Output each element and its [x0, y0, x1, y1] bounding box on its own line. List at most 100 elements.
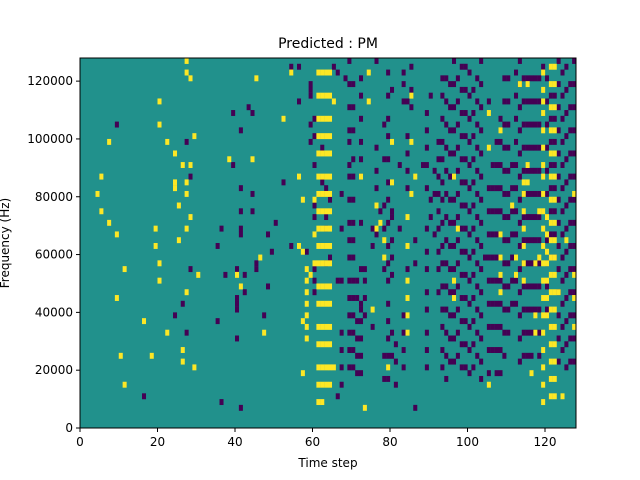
heatmap-cell-high	[324, 381, 329, 388]
heatmap-cell-high	[552, 306, 557, 313]
heatmap-cell-high	[572, 190, 577, 197]
heatmap-cell-low	[494, 277, 499, 284]
heatmap-cell-low	[525, 75, 530, 82]
heatmap-cell-low	[568, 196, 573, 203]
heatmap-cell-high	[320, 364, 325, 371]
heatmap-cell-high	[552, 271, 557, 278]
heatmap-cell-low	[514, 208, 519, 215]
heatmap-cell-low	[494, 138, 499, 145]
heatmap-cell-low	[401, 312, 406, 319]
heatmap-cell-low	[471, 110, 476, 116]
heatmap-cell-low	[370, 243, 375, 249]
heatmap-cell-high	[324, 323, 329, 330]
heatmap-cell-high	[541, 364, 546, 371]
heatmap-cell-low	[444, 167, 449, 174]
heatmap-cell-low	[444, 98, 449, 105]
heatmap-cell-low	[498, 370, 503, 377]
heatmap-cell-high	[552, 127, 557, 134]
heatmap-cell-low	[424, 329, 429, 336]
heatmap-cell-low	[572, 312, 577, 319]
heatmap-cell-high	[316, 283, 321, 290]
heatmap-cell-low	[401, 69, 406, 76]
heatmap-cell-low	[320, 179, 325, 186]
heatmap-cell-low	[479, 358, 484, 365]
heatmap-cell-high	[328, 364, 333, 371]
heatmap-cell-low	[459, 202, 464, 209]
heatmap-cell-low	[386, 300, 391, 307]
heatmap-cell-low	[184, 138, 189, 145]
heatmap-cell-low	[428, 196, 433, 203]
heatmap-cell-low	[308, 121, 313, 128]
heatmap-cell-low	[312, 277, 317, 284]
heatmap-cell-low	[537, 121, 542, 128]
heatmap-cell-low	[494, 347, 499, 353]
heatmap-cell-low	[382, 352, 387, 359]
heatmap-cell-high	[552, 150, 557, 157]
heatmap-cell-low	[548, 162, 553, 168]
heatmap-cell-low	[548, 208, 553, 215]
heatmap-cell-low	[502, 75, 507, 82]
heatmap-cell-low	[448, 312, 453, 319]
heatmap-cell-high	[552, 104, 557, 111]
heatmap-cell-low	[459, 295, 464, 301]
heatmap-cell-high	[324, 150, 329, 157]
heatmap-cell-low	[390, 329, 395, 336]
heatmap-cell-high	[405, 329, 410, 336]
heatmap-cell-low	[525, 144, 530, 151]
heatmap-cell-low	[475, 144, 480, 151]
heatmap-cell-high	[529, 370, 534, 377]
heatmap-cell-low	[424, 185, 429, 192]
heatmap-cell-low	[386, 260, 391, 267]
heatmap-cell-low	[452, 312, 457, 319]
heatmap-cell-high	[552, 393, 557, 400]
heatmap-cell-low	[564, 179, 569, 186]
heatmap-cell-low	[556, 335, 561, 342]
heatmap-cell-low	[475, 260, 480, 267]
heatmap-cell-high	[324, 173, 329, 180]
heatmap-cell-low	[351, 104, 356, 111]
heatmap-cell-low	[560, 231, 565, 238]
heatmap-cell-low	[475, 306, 480, 313]
heatmap-cell-low	[335, 69, 340, 76]
x-tick-label: 120	[534, 435, 557, 449]
heatmap-cell-low	[479, 58, 484, 64]
heatmap-cell-low	[440, 243, 445, 249]
heatmap-cell-low	[529, 167, 534, 174]
y-axis: 0 20000 40000 60000 80000 100000 120000	[27, 74, 80, 435]
x-axis-label: Time step	[297, 456, 357, 470]
heatmap-cell-low	[351, 196, 356, 203]
heatmap-cell-low	[405, 185, 410, 192]
heatmap-cell-low	[386, 179, 391, 186]
heatmap-cell-low	[304, 248, 309, 255]
heatmap-cell-low	[455, 237, 460, 244]
heatmap-cell-low	[572, 335, 577, 342]
heatmap-cell-low	[308, 92, 313, 99]
heatmap-cell-high	[548, 271, 553, 278]
heatmap-cell-low	[386, 115, 391, 122]
heatmap-cell-high	[521, 277, 526, 284]
heatmap-cell-low	[432, 167, 437, 174]
heatmap-cell-low	[312, 162, 317, 168]
heatmap-cell-high	[572, 323, 577, 330]
heatmap-cell-low	[475, 237, 480, 244]
heatmap-cell-low	[250, 110, 255, 116]
heatmap-cell-low	[351, 219, 356, 226]
heatmap-cell-high	[176, 237, 181, 244]
heatmap-cell-low	[498, 347, 503, 353]
heatmap-cell-high	[99, 208, 104, 215]
heatmap-cell-low	[560, 277, 565, 284]
heatmap-cell-low	[269, 248, 274, 255]
heatmap-cell-low	[479, 335, 484, 342]
heatmap-cell-low	[517, 173, 522, 180]
heatmap-cell-low	[525, 260, 530, 267]
x-tick-label: 100	[456, 435, 479, 449]
heatmap-cell-low	[479, 104, 484, 111]
heatmap-cell-low	[502, 98, 507, 105]
heatmap-cell-low	[514, 185, 519, 192]
heatmap-cell-low	[386, 92, 391, 99]
heatmap-cell-low	[572, 127, 577, 134]
heatmap-cell-low	[386, 277, 391, 284]
heatmap-cell-high	[374, 225, 379, 232]
heatmap-cell-high	[331, 98, 336, 105]
heatmap-cell-low	[351, 312, 356, 319]
